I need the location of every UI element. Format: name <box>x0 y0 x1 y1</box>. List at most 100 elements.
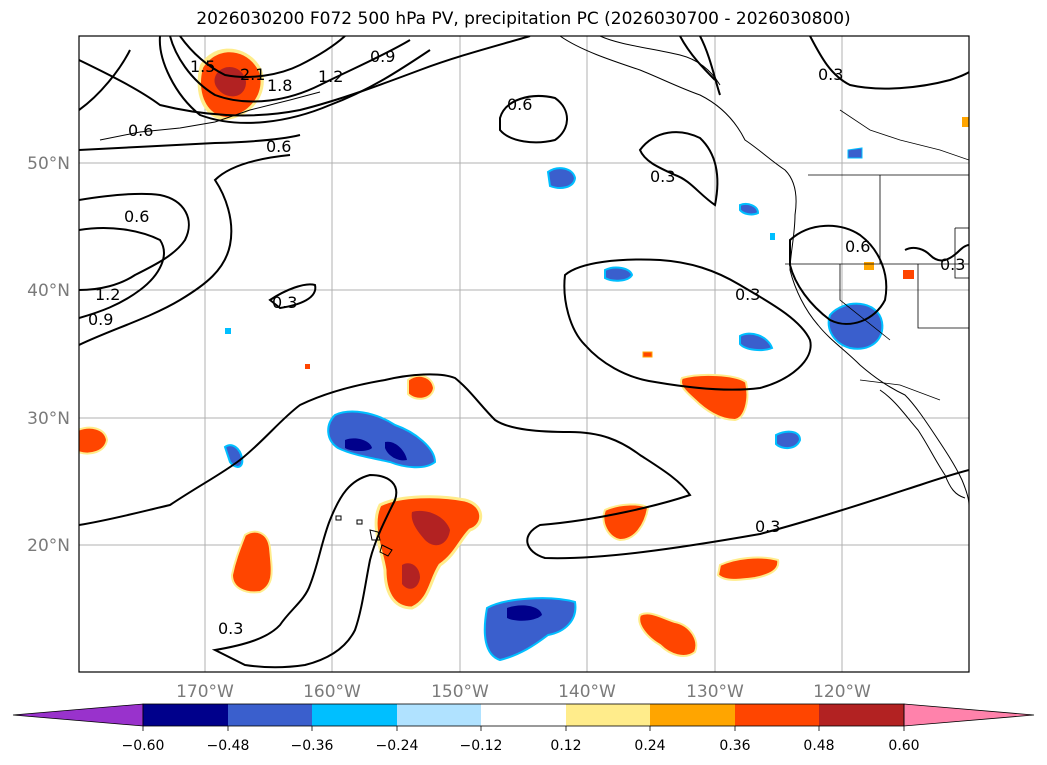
precip-blob <box>739 332 774 352</box>
map-panel: 0.6 2.1 1.8 1.2 0.9 0.6 0.6 0.6 1.2 0.9 … <box>78 35 970 673</box>
lon-labels: 170°W 160°W 150°W 140°W 130°W 120°W <box>176 682 871 702</box>
lon-label-140w: 140°W <box>558 682 616 702</box>
lon-label-130w: 130°W <box>686 682 744 702</box>
pv-contour <box>268 283 317 310</box>
precip-blob <box>642 351 653 358</box>
colorbar-tick-label: 0.24 <box>634 738 665 754</box>
colorbar-segment <box>312 704 397 726</box>
state-border <box>839 109 969 161</box>
precip-blob <box>638 612 698 657</box>
pv-contour <box>904 244 969 262</box>
pv-contour <box>79 49 131 111</box>
pv-contour <box>79 192 190 291</box>
pv-contour <box>79 373 969 560</box>
colorbar-segment <box>228 704 312 726</box>
hawaii-island <box>379 544 393 557</box>
precip-positive <box>79 48 969 657</box>
lon-label-160w: 160°W <box>303 682 361 702</box>
precip-blob <box>305 364 310 369</box>
colorbar-segment <box>481 704 566 726</box>
precip-blob <box>411 510 450 546</box>
precip-blob <box>546 167 577 189</box>
colorbar-segment <box>397 704 481 726</box>
colorbar: −0.60 −0.48 −0.36 −0.24 −0.12 0.12 0.24 … <box>12 703 1035 754</box>
hawaii-island <box>369 529 381 541</box>
contour-label: 0.6 <box>124 207 149 226</box>
precip-blob <box>385 441 407 461</box>
contour-label: 0.6 <box>507 95 532 114</box>
contour-labels: 0.6 2.1 1.8 1.2 0.9 0.6 0.6 0.6 1.2 0.9 … <box>88 47 965 638</box>
colorbar-segment <box>735 704 819 726</box>
contour-label: 0.6 <box>266 137 291 156</box>
pv-contour <box>179 36 346 78</box>
pv-contour <box>79 227 165 319</box>
map-background <box>79 36 969 672</box>
colorbar-segment <box>143 704 228 726</box>
precip-blob <box>739 203 760 216</box>
pv-contour <box>79 36 531 117</box>
lat-label-30n: 30°N <box>27 409 70 429</box>
lat-label-20n: 20°N <box>27 536 70 556</box>
precip-blob <box>225 328 231 334</box>
precip-blob <box>507 605 542 621</box>
contour-label: 0.9 <box>370 47 395 66</box>
lon-label-150w: 150°W <box>431 682 489 702</box>
gridlines <box>79 36 969 672</box>
colorbar-ticks <box>142 726 905 731</box>
contour-label: 0.3 <box>272 293 297 312</box>
pv-contour <box>169 36 411 103</box>
colorbar-extend-high <box>903 703 1035 727</box>
lat-label-40n: 40°N <box>27 281 70 301</box>
pv-contour <box>699 36 721 96</box>
precip-blob <box>407 374 436 400</box>
pv-contour <box>79 154 291 346</box>
state-border <box>954 228 969 279</box>
pv-contour <box>789 224 888 325</box>
lon-label-120w: 120°W <box>813 682 871 702</box>
lon-label-170w: 170°W <box>176 682 234 702</box>
contour-label: 0.9 <box>88 310 113 329</box>
state-border <box>917 264 969 329</box>
precip-blob <box>79 426 109 455</box>
contour-label: 1.8 <box>267 76 292 95</box>
borders <box>785 109 969 401</box>
pv-contour <box>211 473 398 669</box>
lat-label-50n: 50°N <box>27 154 70 174</box>
precip-blob <box>680 373 749 422</box>
hawaii-island <box>356 519 363 525</box>
contour-label: 0.3 <box>650 167 675 186</box>
contour-label: 1.2 <box>95 285 120 304</box>
hawaii-island <box>335 515 342 521</box>
aleutian-coast <box>99 91 321 141</box>
contour-label: 0.3 <box>940 255 965 274</box>
colorbar-segment <box>566 704 650 726</box>
colorbar-extend-low <box>12 703 144 727</box>
colorbar-tick-label: −0.36 <box>291 738 334 754</box>
colorbar-tick-label: −0.60 <box>122 738 165 754</box>
contour-label: 2.1 <box>240 65 265 84</box>
contour-label: 0.3 <box>818 65 843 84</box>
pv-contour <box>679 36 716 81</box>
precip-blob <box>604 266 634 282</box>
pv-contours <box>79 36 969 669</box>
contour-label: 1.2 <box>318 67 343 86</box>
precip-blob <box>775 430 802 450</box>
precip-blob <box>903 270 914 279</box>
alaska-coast <box>599 36 721 86</box>
precip-blob <box>962 117 969 127</box>
colorbar-tick-label: 0.36 <box>719 738 750 754</box>
colorbar-tick-label: −0.48 <box>207 738 250 754</box>
contour-label: 1.5 <box>190 57 215 76</box>
precip-negative <box>223 147 884 662</box>
colorbar-segment <box>650 704 735 726</box>
pv-contour <box>563 258 812 391</box>
contour-label: 0.3 <box>735 285 760 304</box>
precip-blob <box>770 233 775 240</box>
precip-blob <box>827 302 884 350</box>
baja-coast <box>879 389 966 499</box>
lat-labels: 50°N 40°N 30°N 20°N <box>27 154 70 556</box>
precip-blob <box>327 410 437 469</box>
pv-contour <box>638 131 719 207</box>
pv-contour <box>158 36 431 124</box>
